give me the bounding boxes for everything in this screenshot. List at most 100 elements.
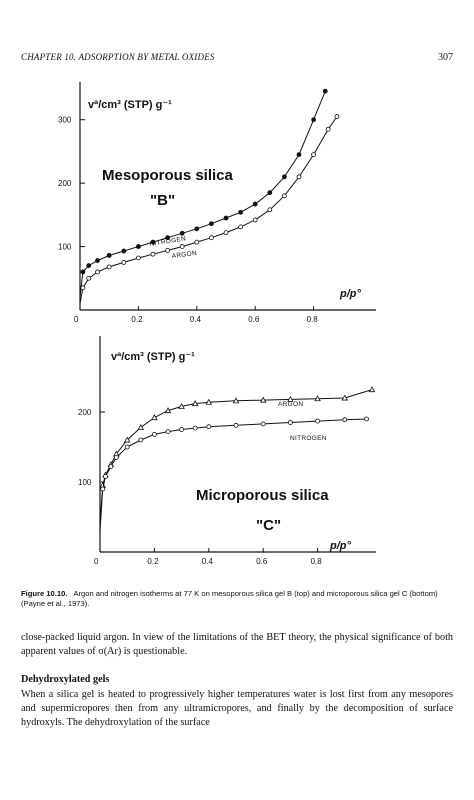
running-header: CHAPTER 10. ADSORPTION BY METAL OXIDES 3…: [21, 52, 453, 66]
data-point-nitrogen: [150, 239, 156, 245]
data-point-nitrogen: [113, 455, 119, 460]
data-point-argon: [259, 396, 267, 403]
data-point-argon: [165, 247, 171, 253]
data-point-argon: [135, 255, 141, 261]
data-point-argon: [205, 398, 213, 405]
y-tick-label: 100: [58, 243, 72, 252]
data-point-argon: [341, 394, 349, 401]
figure-10-10: 0 0.2 0.4 0.6 0.8 100 200 300 vª/cm³ (STP) g⁻¹ p/…: [58, 82, 376, 566]
data-point-nitrogen: [206, 424, 212, 430]
section-heading: Dehydroxylated gels: [21, 674, 110, 685]
data-point-nitrogen: [95, 258, 100, 263]
data-point-nitrogen: [322, 88, 328, 94]
data-point-argon: [150, 251, 156, 257]
paragraph-2: When a silica gel is heated to progressi…: [21, 689, 453, 728]
data-point-nitrogen: [296, 152, 302, 158]
data-point-argon: [80, 285, 86, 291]
series-label-nitrogen: NITROGEN: [290, 435, 327, 442]
paragraph-1: close-packed liquid argon. In view of th…: [21, 632, 453, 657]
data-point-nitrogen: [106, 253, 112, 258]
data-point-nitrogen: [138, 437, 144, 443]
data-point-argon: [281, 193, 287, 199]
data-point-argon: [368, 386, 376, 393]
x-tick-label: 0.4: [202, 557, 214, 566]
x-tick-label: 0.8: [307, 315, 319, 324]
data-point-nitrogen: [103, 473, 108, 479]
data-point-argon: [232, 397, 240, 404]
data-point-argon: [223, 230, 229, 236]
data-point-argon: [334, 114, 340, 119]
y-tick-label: 300: [58, 116, 72, 125]
data-point-nitrogen: [194, 226, 200, 232]
data-point-argon: [123, 436, 131, 443]
data-point-argon: [178, 402, 185, 409]
data-point-nitrogen: [287, 420, 293, 425]
data-point-nitrogen: [267, 190, 273, 196]
caption-text: Argon and nitrogen isotherms at 77 K on …: [21, 589, 438, 608]
data-point-nitrogen: [124, 444, 130, 450]
x-tick-label: 0.6: [248, 315, 260, 324]
data-point-nitrogen: [192, 425, 198, 431]
data-point-nitrogen: [223, 215, 229, 221]
data-point-argon: [137, 423, 145, 430]
data-point-nitrogen: [108, 464, 114, 470]
sample-code: "C": [256, 517, 281, 534]
data-point-nitrogen: [121, 248, 127, 254]
data-point-nitrogen: [179, 230, 185, 236]
data-point-nitrogen: [208, 221, 214, 227]
data-point-nitrogen: [342, 417, 348, 423]
data-point-argon: [252, 217, 258, 223]
data-point-nitrogen: [135, 244, 141, 249]
data-point-argon: [151, 414, 158, 421]
sample-code: "B": [150, 192, 175, 209]
y-tick-label: 200: [58, 179, 72, 188]
data-point-nitrogen: [151, 431, 157, 437]
data-point-argon: [267, 207, 273, 213]
sample-annotation: Mesoporous silica: [102, 167, 234, 184]
x-tick-label: 0.6: [256, 557, 268, 566]
data-point-nitrogen: [364, 416, 369, 422]
x-tick-label: 0: [94, 557, 99, 566]
data-point-argon: [287, 395, 294, 402]
data-point-nitrogen: [252, 201, 258, 207]
data-point-argon: [208, 235, 214, 241]
data-point-argon: [95, 269, 100, 275]
data-point-argon: [311, 152, 317, 158]
data-point-nitrogen: [80, 269, 86, 275]
y-axis-label: vª/cm³ (STP) g⁻¹: [111, 351, 195, 363]
caption-label: Figure 10.10.: [21, 589, 68, 598]
data-point-argon: [191, 400, 199, 407]
data-point-argon: [164, 407, 172, 414]
data-point-argon: [238, 224, 244, 230]
data-point-nitrogen: [100, 486, 106, 492]
data-point-nitrogen: [86, 263, 92, 269]
series-line-nitrogen: [79, 91, 326, 298]
chart-panel-mesoporous: 0 0.2 0.4 0.6 0.8 100 200 300 vª/cm³ (STP) g⁻¹ p/…: [58, 82, 376, 324]
series-label-argon: ARGON: [278, 401, 303, 408]
data-point-nitrogen: [238, 209, 244, 215]
x-tick-label: 0.4: [190, 315, 202, 324]
data-point-argon: [314, 395, 321, 402]
x-tick-label: 0.8: [311, 557, 323, 566]
data-point-argon: [179, 244, 185, 249]
data-point-argon: [194, 239, 200, 245]
sample-annotation: Microporous silica: [196, 487, 329, 504]
x-axis-label: p/p°: [339, 288, 361, 300]
data-point-argon: [121, 260, 127, 265]
x-tick-label: 0.2: [147, 557, 159, 566]
x-axis-label: p/p°: [329, 540, 351, 552]
data-point-nitrogen: [179, 427, 185, 432]
data-point-argon: [325, 126, 331, 132]
figure-caption: Figure 10.10. Argon and nitrogen isotherm…: [21, 589, 451, 609]
data-point-argon: [296, 174, 302, 180]
data-point-nitrogen: [165, 429, 171, 435]
data-point-nitrogen: [233, 422, 239, 428]
series-label-argon: ARGON: [171, 250, 197, 260]
data-point-argon: [86, 275, 92, 281]
series-line-argon: [79, 116, 338, 304]
x-tick-label: 0.2: [131, 315, 143, 324]
page-number: 307: [438, 52, 453, 63]
x-tick-label: 0: [74, 315, 79, 324]
data-point-nitrogen: [281, 174, 287, 180]
data-point-nitrogen: [315, 418, 321, 424]
